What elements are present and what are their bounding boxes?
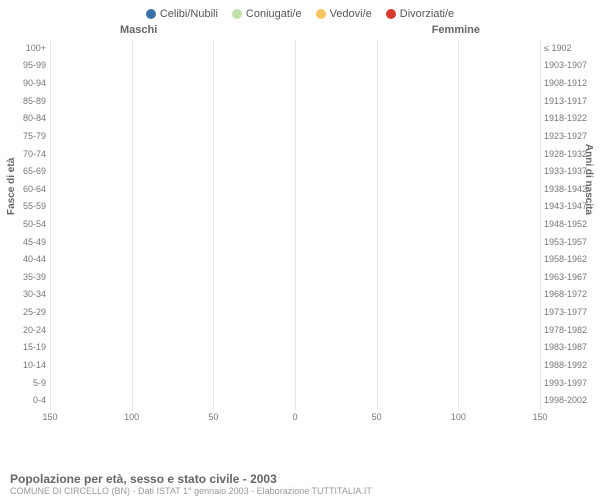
label-maschi: Maschi <box>120 24 157 36</box>
plot <box>50 40 540 410</box>
y-tick-birth: 1958-1962 <box>544 255 598 264</box>
legend-dot <box>316 9 326 19</box>
y-tick-birth: 1918-1922 <box>544 114 598 123</box>
y-tick-birth: 1953-1957 <box>544 238 598 247</box>
y-tick-age: 30-34 <box>2 290 46 299</box>
legend-dot <box>386 9 396 19</box>
x-tick: 100 <box>124 412 139 422</box>
footer-sub: COMUNE DI CIRCELLO (BN) - Dati ISTAT 1° … <box>10 486 590 496</box>
chart-area: Fasce di età Anni di nascita 100+95-9990… <box>0 40 600 430</box>
y-tick-age: 100+ <box>2 44 46 53</box>
x-tick: 150 <box>532 412 547 422</box>
y-tick-birth: 1968-1972 <box>544 290 598 299</box>
y-tick-birth: 1983-1987 <box>544 343 598 352</box>
bar-row <box>50 216 540 234</box>
y-tick-age: 95-99 <box>2 61 46 70</box>
legend-label: Vedovi/e <box>330 8 372 20</box>
footer: Popolazione per età, sesso e stato civil… <box>10 472 590 496</box>
legend-dot <box>232 9 242 19</box>
y-tick-age: 25-29 <box>2 308 46 317</box>
legend-item: Celibi/Nubili <box>146 8 218 20</box>
y-tick-birth: 1948-1952 <box>544 220 598 229</box>
y-tick-age: 35-39 <box>2 273 46 282</box>
y-tick-birth: 1933-1937 <box>544 167 598 176</box>
legend: Celibi/Nubili Coniugati/e Vedovi/e Divorzia… <box>0 0 600 24</box>
footer-title: Popolazione per età, sesso e stato civil… <box>10 472 590 486</box>
bar-row <box>50 146 540 164</box>
y-tick-age: 90-94 <box>2 79 46 88</box>
legend-item: Divorziati/e <box>386 8 454 20</box>
y-tick-age: 50-54 <box>2 220 46 229</box>
y-tick-birth: 1908-1912 <box>544 79 598 88</box>
y-tick-birth: 1993-1997 <box>544 379 598 388</box>
bar-row <box>50 234 540 252</box>
bar-row <box>50 75 540 93</box>
y-tick-age: 40-44 <box>2 255 46 264</box>
x-tick: 50 <box>208 412 218 422</box>
x-tick: 50 <box>372 412 382 422</box>
legend-item: Coniugati/e <box>232 8 302 20</box>
y-tick-age: 70-74 <box>2 150 46 159</box>
legend-label: Celibi/Nubili <box>160 8 218 20</box>
y-tick-age: 5-9 <box>2 379 46 388</box>
x-tick: 150 <box>42 412 57 422</box>
bar-row <box>50 163 540 181</box>
y-tick-birth: 1973-1977 <box>544 308 598 317</box>
bar-row <box>50 322 540 340</box>
y-tick-age: 15-19 <box>2 343 46 352</box>
bar-row <box>50 128 540 146</box>
y-axis-left: 100+ 95-99 90-94 85-89 80-84 75-79 70-74 65-69 6… <box>0 40 50 430</box>
bar-row <box>50 40 540 58</box>
y-tick-age: 0-4 <box>2 396 46 405</box>
label-femmine: Femmine <box>432 24 480 36</box>
legend-item: Vedovi/e <box>316 8 372 20</box>
bar-row <box>50 251 540 269</box>
y-tick-age: 80-84 <box>2 114 46 123</box>
y-tick-birth: 1998-2002 <box>544 396 598 405</box>
legend-dot <box>146 9 156 19</box>
y-tick-birth: ≤ 1902 <box>544 44 598 53</box>
header-labels: Maschi Femmine <box>0 24 600 40</box>
y-tick-birth: 1913-1917 <box>544 97 598 106</box>
legend-label: Divorziati/e <box>400 8 454 20</box>
bar-row <box>50 58 540 76</box>
bar-row <box>50 199 540 217</box>
bar-row <box>50 357 540 375</box>
x-tick: 100 <box>451 412 466 422</box>
bar-row <box>50 375 540 393</box>
y-tick-birth: 1928-1932 <box>544 150 598 159</box>
y-tick-birth: 1903-1907 <box>544 61 598 70</box>
y-tick-age: 45-49 <box>2 238 46 247</box>
bar-row <box>50 392 540 410</box>
gridline <box>540 40 541 410</box>
x-axis: 15010050050100150 <box>50 410 540 430</box>
y-tick-birth: 1963-1967 <box>544 273 598 282</box>
bar-row <box>50 340 540 358</box>
bar-row <box>50 287 540 305</box>
y-tick-age: 85-89 <box>2 97 46 106</box>
y-tick-birth: 1943-1947 <box>544 202 598 211</box>
y-tick-age: 60-64 <box>2 185 46 194</box>
bar-row <box>50 110 540 128</box>
y-tick-age: 65-69 <box>2 167 46 176</box>
y-tick-birth: 1988-1992 <box>544 361 598 370</box>
x-tick: 0 <box>292 412 297 422</box>
legend-label: Coniugati/e <box>246 8 302 20</box>
y-tick-age: 75-79 <box>2 132 46 141</box>
bar-row <box>50 269 540 287</box>
y-tick-birth: 1923-1927 <box>544 132 598 141</box>
y-tick-age: 55-59 <box>2 202 46 211</box>
bar-row <box>50 93 540 111</box>
y-tick-age: 10-14 <box>2 361 46 370</box>
bar-row <box>50 181 540 199</box>
y-tick-age: 20-24 <box>2 326 46 335</box>
y-tick-birth: 1938-1942 <box>544 185 598 194</box>
y-tick-birth: 1978-1982 <box>544 326 598 335</box>
y-axis-right: ≤ 1902 1903-1907 1908-1912 1913-1917 1918-19… <box>540 40 600 430</box>
bar-row <box>50 304 540 322</box>
